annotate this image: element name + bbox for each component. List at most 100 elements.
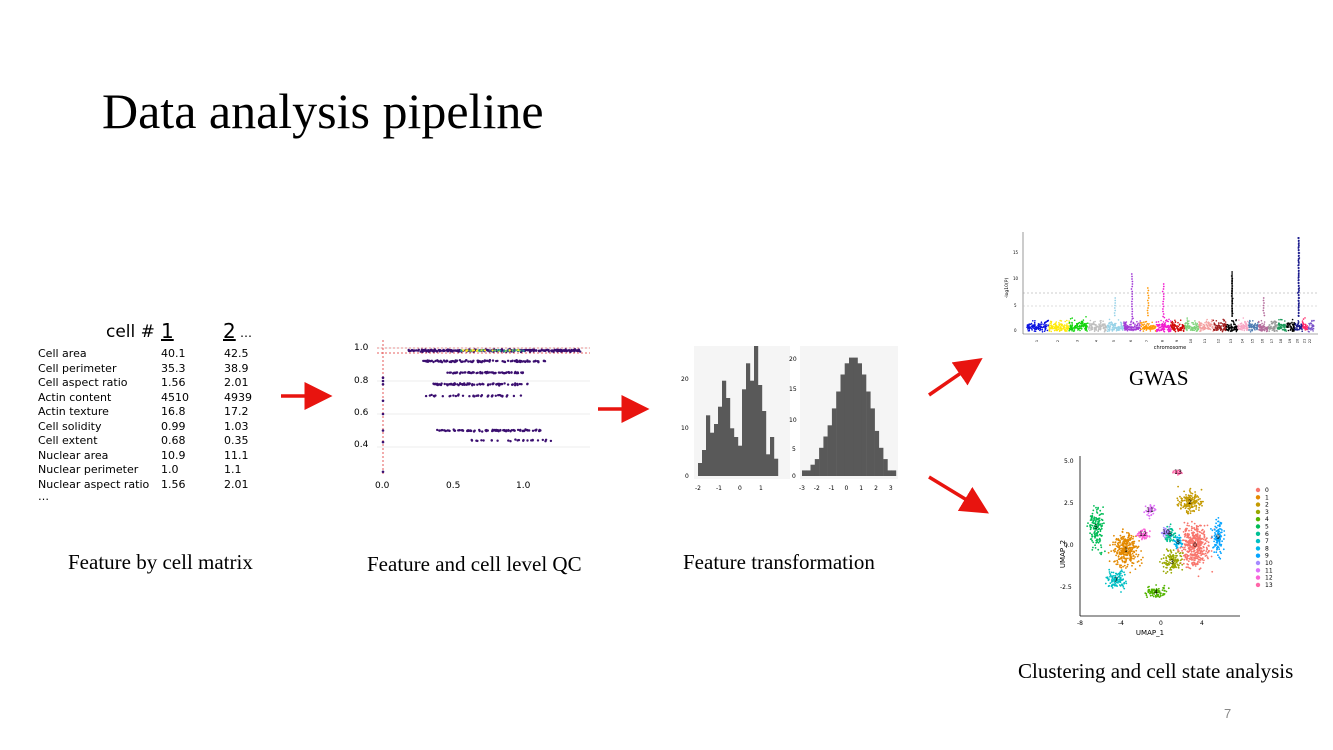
gwas-point (1265, 327, 1267, 329)
gwas-point (1147, 297, 1150, 299)
umap-point (1188, 550, 1191, 553)
umap-point (1095, 506, 1097, 509)
gwas-point (1231, 305, 1233, 307)
umap-point (1203, 524, 1206, 527)
gwas-point (1131, 303, 1133, 305)
qc-point (522, 438, 525, 442)
gwas-point (1249, 331, 1252, 333)
umap-point (1175, 536, 1177, 539)
umap-point (1155, 590, 1158, 593)
gwas-point (1113, 307, 1116, 309)
gwas-point (1181, 323, 1184, 326)
gwas-point (1167, 326, 1169, 329)
hist1-bar (766, 454, 771, 476)
gwas-point (1054, 323, 1057, 325)
slide-title: Data analysis pipeline (102, 83, 544, 139)
umap-point (1193, 549, 1196, 552)
qc-point (496, 429, 500, 432)
umap-point (1119, 566, 1121, 568)
umap-point (1197, 498, 1200, 501)
matrix-row: Cell perimeter 35.3 38.9 (30, 362, 270, 376)
gwas-point (1089, 322, 1091, 325)
gwas-point (1164, 326, 1166, 328)
gwas-point (1063, 328, 1065, 331)
gwas-point (1147, 307, 1149, 309)
gwas-point (1214, 328, 1216, 330)
umap-point (1125, 580, 1127, 583)
gwas-point (1225, 325, 1228, 328)
gwas-point (1231, 295, 1233, 297)
gwas-point (1240, 326, 1242, 328)
gwas-point (1169, 320, 1172, 322)
gwas-point (1304, 317, 1306, 319)
qc-point (429, 360, 432, 363)
hist1-bar (718, 406, 723, 476)
matrix-value-cell-1: 0.68 (161, 434, 186, 447)
umap-point (1180, 503, 1182, 506)
umap-point (1138, 540, 1140, 542)
umap-point (1180, 545, 1183, 548)
umap-point (1089, 524, 1091, 527)
umap-point (1213, 546, 1215, 548)
umap-point (1135, 534, 1138, 537)
gwas-point (1103, 330, 1106, 333)
qc-point (499, 429, 502, 432)
qc-point (476, 360, 480, 364)
umap-point (1093, 532, 1096, 534)
gwas-point (1085, 316, 1087, 318)
gwas-point (1288, 322, 1290, 325)
gwas-point (1180, 328, 1183, 331)
gwas-point (1087, 322, 1089, 324)
gwas-point (1223, 319, 1226, 321)
feature-matrix: cell # 1 2 … Cell area 40.1 42.5 Cell perim… (30, 319, 270, 512)
umap-point (1194, 565, 1197, 567)
umap-point (1203, 536, 1206, 539)
gwas-point (1066, 319, 1068, 322)
gwas-point (1107, 328, 1110, 331)
umap-legend-swatch (1255, 517, 1261, 522)
qc-point (492, 371, 495, 374)
gwas-point (1297, 282, 1300, 284)
umap-point (1095, 509, 1098, 511)
umap-point (1157, 593, 1160, 596)
umap-point (1177, 548, 1179, 550)
gwas-point (1308, 322, 1310, 325)
umap-point (1220, 552, 1222, 555)
gwas-point (1164, 322, 1167, 324)
gwas-point (1069, 328, 1071, 330)
gwas-point (1239, 327, 1241, 330)
umap-point (1108, 571, 1111, 573)
umap-point (1155, 588, 1158, 590)
umap-point (1097, 518, 1099, 521)
umap-point (1133, 550, 1135, 553)
gwas-point (1311, 324, 1313, 327)
gwas-point (1139, 324, 1141, 326)
gwas-xtick: 9 (1175, 340, 1179, 342)
umap-point (1220, 543, 1223, 546)
gwas-point (1104, 326, 1106, 329)
gwas-point (1030, 327, 1032, 330)
umap-cluster-label: 5 (1094, 524, 1098, 531)
gwas-point (1060, 326, 1062, 328)
umap-point (1178, 552, 1181, 555)
gwas-point (1304, 329, 1307, 331)
umap-point (1218, 530, 1220, 533)
gwas-point (1111, 328, 1113, 331)
umap-point (1142, 532, 1145, 535)
umap-point (1173, 543, 1176, 546)
gwas-point (1146, 325, 1148, 328)
gwas-point (1134, 325, 1136, 327)
gwas-point (1233, 323, 1235, 325)
gwas-xtick: 18 (1279, 339, 1283, 343)
umap-point (1195, 504, 1198, 507)
gwas-point (1152, 325, 1155, 328)
gwas-point (1310, 329, 1312, 331)
qc-point (448, 360, 451, 364)
gwas-point (1237, 324, 1239, 327)
qc-point (472, 394, 475, 397)
umap-point (1175, 471, 1178, 474)
umap-point (1092, 509, 1095, 512)
gwas-point (1131, 308, 1134, 310)
umap-point (1190, 540, 1193, 543)
umap-point (1162, 532, 1164, 534)
